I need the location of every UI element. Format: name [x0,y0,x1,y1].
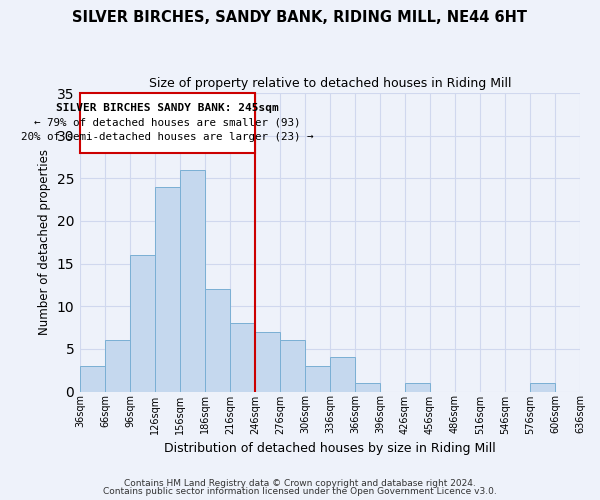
Bar [230,324,255,392]
Title: Size of property relative to detached houses in Riding Mill: Size of property relative to detached ho… [149,78,511,90]
Bar [130,255,155,392]
Text: 20% of semi-detached houses are larger (23) →: 20% of semi-detached houses are larger (… [21,132,314,142]
Bar [105,340,130,392]
Bar [155,187,180,392]
Bar [255,332,280,392]
Text: Contains HM Land Registry data © Crown copyright and database right 2024.: Contains HM Land Registry data © Crown c… [124,478,476,488]
Text: SILVER BIRCHES, SANDY BANK, RIDING MILL, NE44 6HT: SILVER BIRCHES, SANDY BANK, RIDING MILL,… [73,10,527,25]
X-axis label: Distribution of detached houses by size in Riding Mill: Distribution of detached houses by size … [164,442,496,455]
Bar [305,366,330,392]
Bar [205,289,230,392]
Bar [280,340,305,392]
Text: ← 79% of detached houses are smaller (93): ← 79% of detached houses are smaller (93… [34,118,301,128]
Bar [80,366,105,392]
FancyBboxPatch shape [80,93,255,152]
Bar [180,170,205,392]
Bar [330,358,355,392]
Text: SILVER BIRCHES SANDY BANK: 245sqm: SILVER BIRCHES SANDY BANK: 245sqm [56,104,279,114]
Bar [405,383,430,392]
Bar [355,383,380,392]
Bar [530,383,555,392]
Text: Contains public sector information licensed under the Open Government Licence v3: Contains public sector information licen… [103,487,497,496]
Y-axis label: Number of detached properties: Number of detached properties [38,150,51,336]
